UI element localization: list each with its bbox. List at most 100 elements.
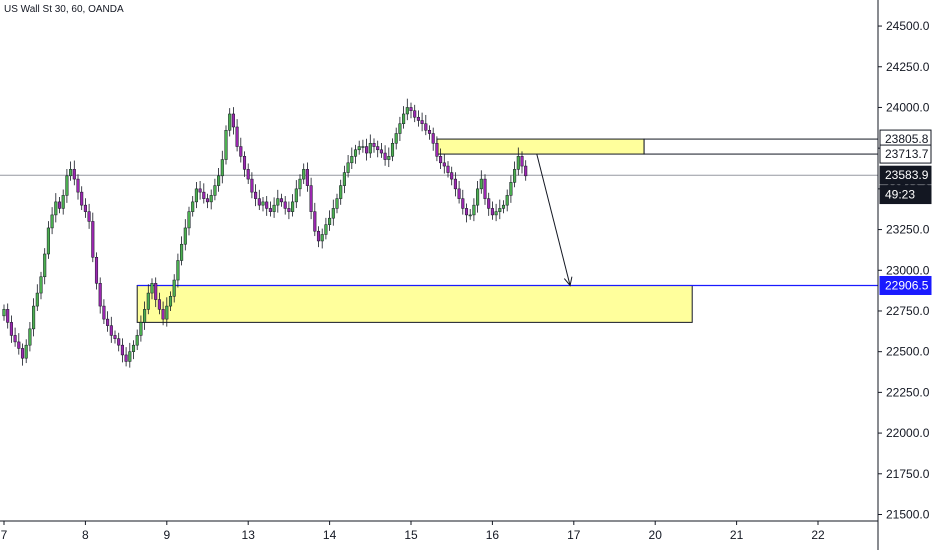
candle-body (331, 208, 335, 219)
candle-body (217, 175, 221, 186)
candle-body (254, 191, 258, 199)
candle-body (405, 107, 409, 115)
candle-body (235, 126, 239, 147)
candle-body (94, 256, 99, 284)
candle-body (413, 110, 417, 118)
candle-body (268, 208, 272, 212)
candle-body (387, 156, 391, 160)
candle-body (520, 156, 524, 167)
candle-body (157, 299, 161, 310)
x-tick-label: 22 (811, 528, 825, 542)
price-tag (879, 185, 932, 205)
candle-body (320, 234, 324, 242)
candle-body (150, 283, 154, 294)
candle-body (165, 305, 169, 320)
candle-body (54, 201, 58, 216)
candle-body (250, 178, 254, 193)
candle-body (202, 191, 206, 199)
y-tick-label: 22500.0 (886, 345, 930, 359)
candle-body (168, 296, 173, 307)
x-tick-label: 20 (649, 528, 663, 542)
candle-body (109, 325, 113, 336)
candle-body (383, 152, 387, 160)
candle-body (394, 133, 398, 144)
candle-body (143, 309, 147, 323)
candle-body (161, 309, 165, 320)
price-tag-label: 23583.9 (885, 168, 929, 182)
candle-body (368, 143, 372, 154)
candle-body (220, 159, 224, 177)
candle-body (39, 276, 43, 294)
candle-body (376, 146, 380, 151)
projection-arrow[interactable] (536, 153, 571, 286)
candle-body (106, 318, 110, 326)
candle-body (313, 211, 317, 232)
candle-body (398, 123, 402, 134)
candle-body (72, 169, 76, 180)
y-tick-label: 21750.0 (886, 467, 930, 481)
candle-body (464, 208, 469, 216)
candle-body (213, 185, 217, 196)
candle-body (87, 211, 91, 222)
candle-body (472, 204, 476, 216)
candle-body (98, 283, 102, 307)
candle-body (294, 188, 298, 203)
candle-body (35, 292, 39, 307)
candle-body (279, 198, 284, 203)
x-tick-label: 14 (323, 528, 337, 542)
candle-body (420, 120, 424, 124)
candle-body (365, 146, 369, 154)
candle-body (50, 214, 54, 229)
candle-body (442, 162, 446, 167)
candle-body (446, 165, 450, 173)
candle-body (302, 169, 306, 180)
candle-body (476, 188, 480, 206)
price-tag-label: 23805.8 (885, 132, 929, 146)
y-tick-label: 23250.0 (886, 223, 930, 237)
candle-body (65, 175, 69, 196)
price-tag (879, 275, 932, 295)
x-tick-label: 7 (1, 528, 8, 542)
candle-body (176, 260, 180, 281)
candle-body (2, 309, 6, 317)
candle-body (328, 217, 332, 225)
candle-body (102, 305, 106, 320)
candle-body (494, 211, 498, 216)
candle-body (402, 113, 406, 124)
candle-body (390, 143, 395, 157)
candle-body (231, 113, 235, 128)
candle-body (276, 198, 280, 206)
y-tick-label: 24500.0 (886, 19, 930, 33)
candle-body (180, 243, 184, 261)
candle-body (350, 156, 354, 164)
candle-body (450, 172, 454, 180)
candle-body (117, 338, 121, 346)
y-tick-label: 22250.0 (886, 385, 930, 399)
candle-body (28, 328, 32, 346)
candle-body (257, 198, 261, 206)
lower-zone[interactable] (136, 284, 693, 323)
candle-body (239, 146, 243, 157)
candle-body (513, 169, 517, 183)
candle-body (483, 178, 487, 199)
candle-body (246, 169, 250, 180)
candle-body (505, 195, 509, 206)
candle-body (357, 146, 361, 151)
candle-body (509, 182, 513, 196)
x-tick-label: 21 (730, 528, 744, 542)
candle-body (228, 113, 232, 131)
upper-zone-extension (643, 138, 879, 155)
candle-body (361, 146, 365, 148)
y-tick-label: 21500.0 (886, 507, 930, 521)
x-tick-label: 9 (163, 528, 170, 542)
upper-zone[interactable] (436, 138, 645, 155)
y-tick-label: 22000.0 (886, 426, 930, 440)
candle-body (353, 149, 358, 157)
y-tick-label: 24250.0 (886, 60, 930, 74)
x-tick-label: 13 (242, 528, 256, 542)
price-tag (879, 144, 932, 164)
candle-body (342, 172, 346, 186)
candle-body (83, 204, 87, 212)
candle-body (76, 178, 80, 193)
